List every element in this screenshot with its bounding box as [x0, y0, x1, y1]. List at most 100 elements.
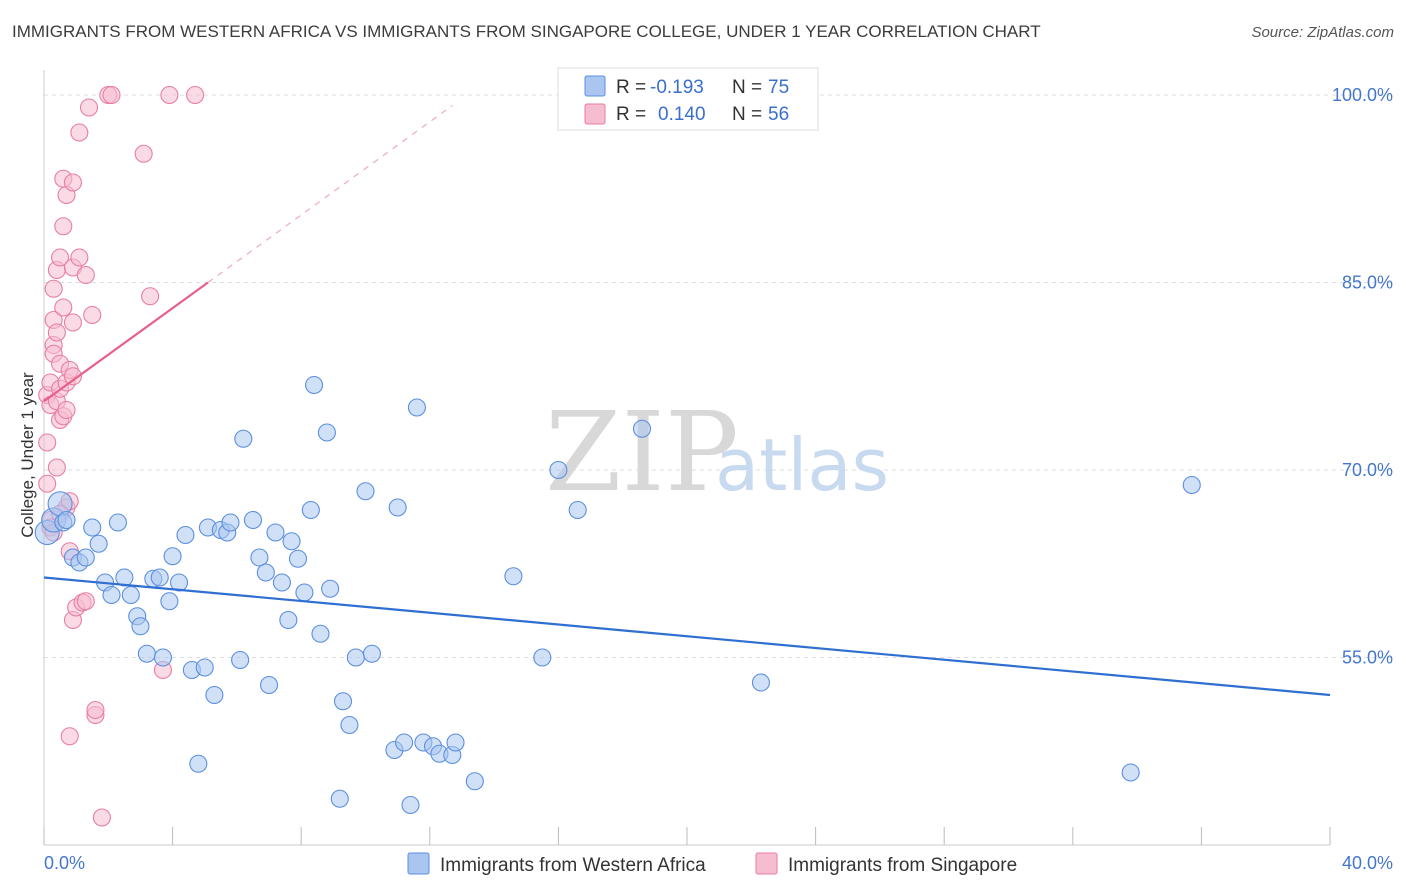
bottom-legend-label-blue: Immigrants from Western Africa [440, 855, 706, 876]
legend-r-value-2: 0.140 [658, 104, 706, 125]
western-africa-point-42 [282, 532, 301, 551]
western-africa-point-4 [57, 510, 76, 530]
western-africa-point-29 [205, 685, 224, 705]
singapore-point-31 [63, 313, 82, 332]
singapore-point-11 [47, 323, 66, 342]
western-africa-point-16 [131, 617, 150, 636]
singapore-point-46 [134, 144, 153, 163]
western-africa-point-33 [231, 650, 250, 670]
western-africa-point-37 [256, 563, 275, 582]
western-africa-point-23 [169, 573, 189, 592]
western-africa-point-71 [632, 419, 652, 438]
series-western-africa-points [34, 375, 1201, 815]
legend-n-label-2: N = [732, 104, 762, 125]
legend-box: R = -0.193 N = 75 R = 0.140 N = 56 [557, 67, 819, 131]
singapore-point-42 [86, 700, 105, 720]
bottom-legend: Immigrants from Western Africa Immigrant… [407, 852, 1017, 876]
trend-line-western-africa [43, 576, 1331, 697]
singapore-point-19 [54, 217, 73, 236]
western-africa-point-26 [189, 754, 208, 773]
trend-line-singapore [43, 281, 209, 403]
western-africa-point-52 [340, 715, 359, 735]
western-africa-point-66 [465, 772, 484, 791]
x-tick-label-max: 40.0% [1342, 853, 1393, 873]
watermark-zip: ZIP [545, 388, 739, 516]
western-africa-point-72 [751, 673, 770, 692]
axes [43, 70, 1331, 846]
x-tick-labels: 0.0% 40.0% [44, 853, 1393, 873]
singapore-point-1 [38, 474, 57, 493]
western-africa-point-51 [333, 692, 353, 711]
western-africa-point-53 [346, 648, 365, 667]
legend-swatch-pink [584, 103, 606, 125]
western-africa-point-48 [317, 423, 336, 442]
western-africa-point-46 [305, 375, 324, 395]
western-africa-point-49 [321, 579, 340, 598]
singapore-point-39 [79, 98, 99, 117]
western-africa-point-36 [250, 548, 269, 567]
legend-n-value-2: 56 [768, 104, 789, 125]
western-africa-point-50 [330, 789, 349, 808]
trend-lines [43, 105, 1331, 697]
bottom-legend-swatch-blue [407, 852, 430, 875]
x-tick-label-min: 0.0% [44, 853, 85, 873]
singapore-point-29 [63, 173, 82, 192]
western-africa-point-22 [163, 547, 182, 566]
western-africa-point-35 [243, 510, 263, 530]
western-africa-point-24 [176, 525, 195, 545]
singapore-point-0 [38, 433, 57, 452]
singapore-point-14 [51, 248, 70, 267]
legend-swatch-blue [584, 75, 606, 97]
western-africa-point-34 [234, 429, 253, 448]
western-africa-point-47 [311, 624, 330, 643]
singapore-point-51 [60, 727, 79, 746]
singapore-point-34 [70, 123, 89, 142]
western-africa-point-8 [83, 518, 102, 537]
western-africa-point-27 [195, 658, 214, 677]
western-africa-point-13 [115, 568, 134, 587]
grid-lines [44, 94, 1392, 658]
series-singapore-points [38, 85, 205, 827]
western-africa-point-60 [407, 398, 426, 417]
singapore-point-13 [47, 458, 66, 477]
singapore-point-43 [92, 808, 111, 827]
singapore-point-20 [54, 298, 73, 317]
singapore-point-38 [76, 265, 95, 285]
legend-r-label-1: R = [616, 77, 646, 98]
legend-n-label-1: N = [732, 77, 762, 98]
western-africa-point-38 [259, 675, 279, 695]
western-africa-point-55 [362, 644, 381, 663]
western-africa-point-45 [301, 500, 320, 520]
y-tick-labels: 55.0% 70.0% 85.0% 100.0% [1332, 85, 1393, 668]
watermark-atlas: atlas [715, 423, 889, 507]
y-tick-label-2: 85.0% [1342, 273, 1393, 293]
western-africa-point-41 [279, 610, 298, 630]
western-africa-point-67 [504, 567, 523, 586]
western-africa-point-17 [137, 644, 156, 663]
y-axis-label: College, Under 1 year [18, 372, 37, 538]
western-africa-point-14 [121, 585, 140, 605]
western-africa-point-32 [221, 513, 240, 532]
western-africa-point-70 [568, 500, 587, 520]
singapore-point-24 [57, 400, 76, 420]
western-africa-point-11 [102, 585, 121, 605]
western-africa-point-68 [533, 648, 552, 667]
western-africa-point-65 [446, 733, 465, 752]
singapore-point-55 [63, 367, 82, 386]
western-africa-point-74 [1182, 475, 1201, 495]
western-africa-point-39 [266, 523, 285, 542]
western-africa-point-44 [295, 583, 314, 602]
western-africa-point-40 [272, 573, 291, 592]
bottom-legend-label-pink: Immigrants from Singapore [788, 855, 1017, 876]
legend-r-value-1: -0.193 [650, 77, 704, 98]
y-tick-label-0: 55.0% [1342, 648, 1393, 668]
chart-source: Source: ZipAtlas.com [1251, 24, 1394, 41]
trend-extension-singapore [207, 105, 453, 283]
western-africa-point-20 [153, 648, 173, 667]
singapore-point-45 [102, 85, 121, 105]
singapore-point-50 [186, 85, 205, 105]
western-africa-point-7 [76, 548, 95, 567]
singapore-point-47 [141, 287, 160, 306]
singapore-point-35 [70, 248, 89, 267]
